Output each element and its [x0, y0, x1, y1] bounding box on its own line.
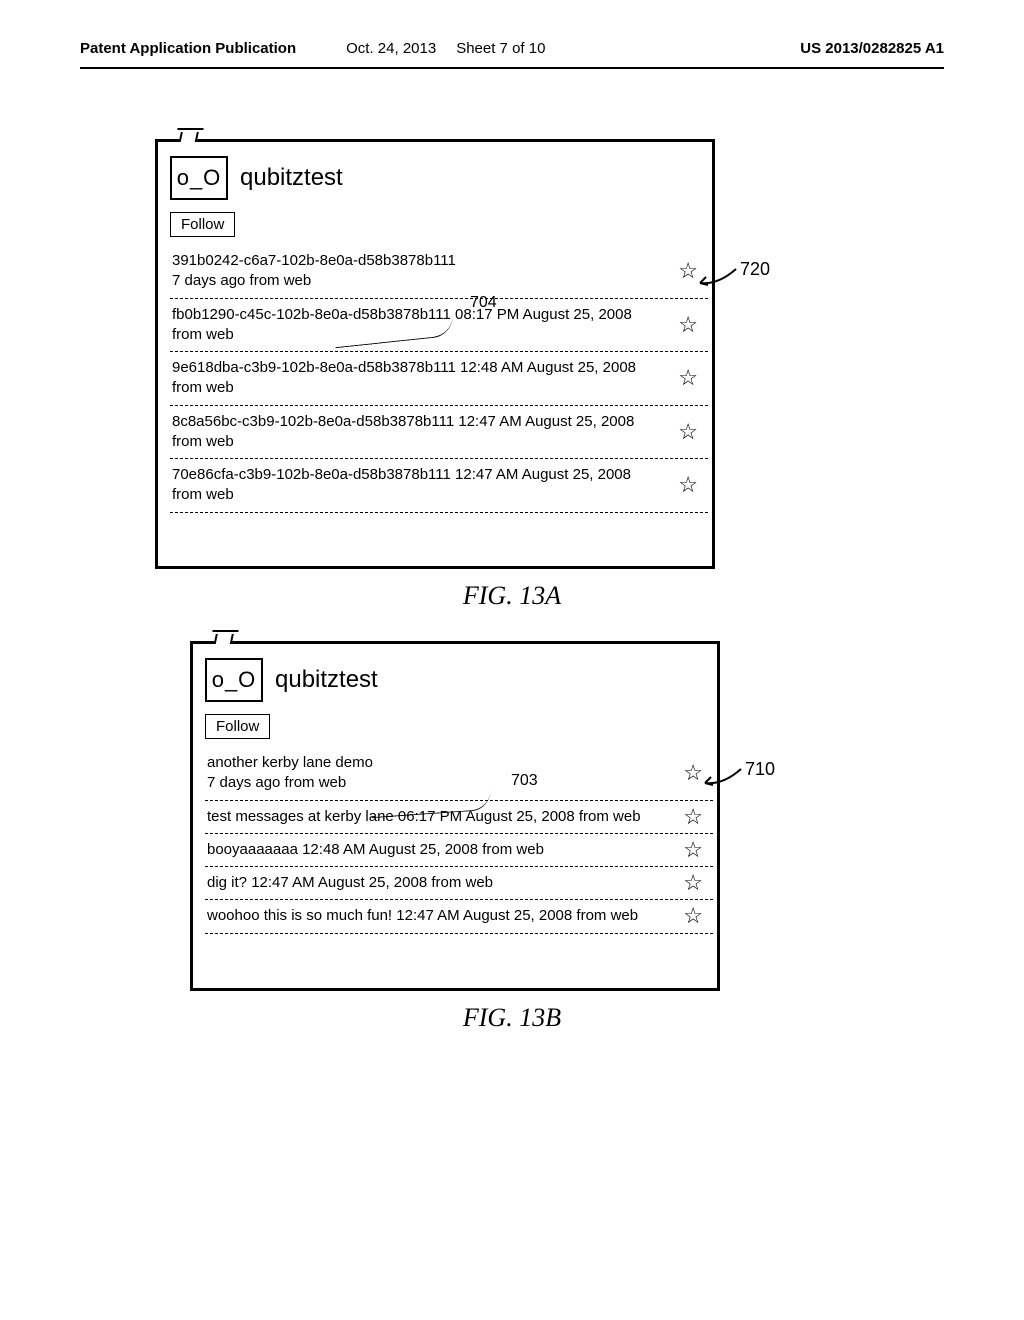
message-meta: from web — [172, 433, 234, 450]
star-icon[interactable]: ☆ — [678, 310, 698, 340]
feed-panel-a: o_O qubitztest Follow 391b0242-c6a7-102b… — [155, 139, 715, 569]
star-icon[interactable]: ☆ — [678, 417, 698, 447]
leader-line-icon — [703, 763, 743, 787]
star-icon[interactable]: ☆ — [683, 902, 703, 932]
star-icon[interactable]: ☆ — [683, 802, 703, 832]
list-item[interactable]: woohoo this is so much fun! 12:47 AM Aug… — [205, 900, 713, 933]
feed-panel-b: o_O qubitztest Follow another kerby lane… — [190, 641, 720, 991]
message-text: 70e86cfa-c3b9-102b-8e0a-d58b3878b111 12:… — [172, 466, 631, 483]
figure-13b: o_O qubitztest Follow another kerby lane… — [0, 641, 1024, 1033]
header-rule — [80, 67, 944, 69]
publication-type: Patent Application Publication — [80, 40, 296, 57]
message-text: booyaaaaaaa 12:48 AM August 25, 2008 fro… — [207, 841, 544, 858]
callout-number: 710 — [745, 759, 775, 779]
message-text: woohoo this is so much fun! 12:47 AM Aug… — [207, 907, 638, 924]
reference-label-710: 710 — [745, 759, 775, 780]
message-text: another kerby lane demo — [207, 754, 373, 771]
publication-date: Oct. 24, 2013 — [346, 40, 436, 57]
message-meta: 7 days ago from web — [207, 774, 346, 791]
message-text: 9e618dba-c3b9-102b-8e0a-d58b3878b111 12:… — [172, 359, 636, 376]
reference-label-720: 720 — [740, 259, 770, 280]
message-meta: from web — [172, 326, 234, 343]
figure-13a: o_O qubitztest Follow 391b0242-c6a7-102b… — [0, 139, 1024, 611]
message-meta: from web — [172, 486, 234, 503]
tab-notch-icon — [214, 632, 235, 644]
profile-row: o_O qubitztest — [205, 658, 713, 702]
star-icon[interactable]: ☆ — [683, 758, 703, 788]
list-item[interactable]: 391b0242-c6a7-102b-8e0a-d58b3878b111 7 d… — [170, 245, 708, 299]
avatar[interactable]: o_O — [170, 156, 228, 200]
message-text: dig it? 12:47 AM August 25, 2008 from we… — [207, 874, 493, 891]
list-item[interactable]: 8c8a56bc-c3b9-102b-8e0a-d58b3878b111 12:… — [170, 406, 708, 460]
star-icon[interactable]: ☆ — [678, 256, 698, 286]
message-text: 8c8a56bc-c3b9-102b-8e0a-d58b3878b111 12:… — [172, 413, 634, 430]
message-text: 391b0242-c6a7-102b-8e0a-d58b3878b111 — [172, 252, 456, 269]
follow-button[interactable]: Follow — [170, 212, 235, 237]
username-label[interactable]: qubitztest — [240, 164, 343, 192]
star-icon[interactable]: ☆ — [683, 868, 703, 898]
message-meta: from web — [172, 379, 234, 396]
star-icon[interactable]: ☆ — [678, 470, 698, 500]
list-item[interactable]: 9e618dba-c3b9-102b-8e0a-d58b3878b111 12:… — [170, 352, 708, 406]
tab-notch-icon — [179, 130, 200, 142]
reference-label-703: 703 — [511, 772, 538, 790]
page-header: Patent Application Publication Oct. 24, … — [0, 0, 1024, 67]
figure-caption-a: FIG. 13A — [0, 581, 1024, 611]
follow-button[interactable]: Follow — [205, 714, 270, 739]
star-icon[interactable]: ☆ — [683, 835, 703, 865]
username-label[interactable]: qubitztest — [275, 666, 378, 694]
avatar[interactable]: o_O — [205, 658, 263, 702]
figure-caption-b: FIG. 13B — [0, 1003, 1024, 1033]
list-item[interactable]: dig it? 12:47 AM August 25, 2008 from we… — [205, 867, 713, 900]
list-item[interactable]: booyaaaaaaa 12:48 AM August 25, 2008 fro… — [205, 834, 713, 867]
list-item[interactable]: 70e86cfa-c3b9-102b-8e0a-d58b3878b111 12:… — [170, 459, 708, 513]
message-meta: 7 days ago from web — [172, 272, 311, 289]
star-icon[interactable]: ☆ — [678, 363, 698, 393]
leader-line-icon — [698, 263, 738, 287]
callout-number: 720 — [740, 259, 770, 279]
reference-label-704: 704 — [470, 294, 497, 312]
profile-row: o_O qubitztest — [170, 156, 708, 200]
sheet-number: Sheet 7 of 10 — [456, 40, 545, 57]
publication-number: US 2013/0282825 A1 — [800, 40, 944, 57]
